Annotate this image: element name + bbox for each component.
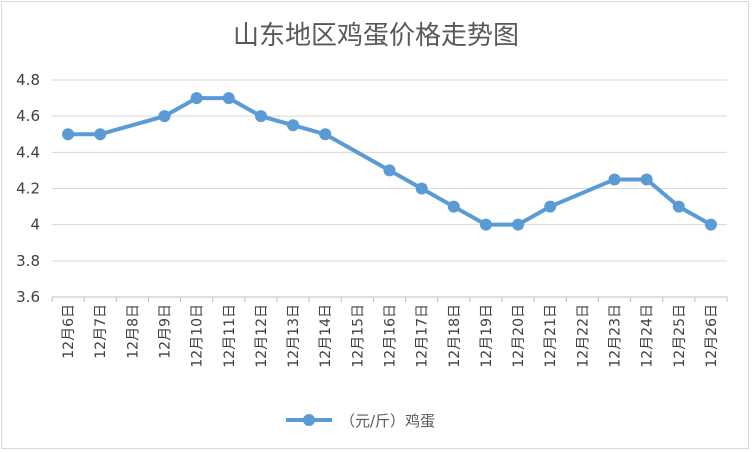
x-tick-label: 12月9日 — [158, 304, 174, 359]
x-tick-label: 12月6日 — [61, 304, 77, 359]
data-point — [415, 182, 428, 195]
x-tick-label: 12月22日 — [575, 304, 591, 368]
x-tick-label: 12月21日 — [543, 304, 559, 368]
series-group — [62, 92, 717, 231]
x-tick-label: 12月12日 — [254, 304, 270, 368]
x-axis — [51, 296, 728, 302]
data-point — [62, 128, 75, 141]
legend-label: （元/斤）鸡蛋 — [340, 412, 435, 430]
x-axis-ticks: 12月6日 12月7日 12月8日 12月9日 12月10日 12月11日 12月12日 12… — [61, 304, 720, 368]
x-tick-label: 12月15日 — [350, 304, 366, 368]
x-tick-label: 12月26日 — [704, 304, 720, 368]
x-tick-label: 12月8日 — [125, 304, 141, 359]
y-tick-label: 4.6 — [16, 107, 40, 125]
x-tick-label: 12月10日 — [190, 304, 206, 368]
data-point — [704, 218, 717, 231]
data-point — [319, 128, 332, 141]
y-tick-label: 3.6 — [16, 288, 40, 306]
x-tick-label: 12月20日 — [511, 304, 527, 368]
y-tick-label: 4.4 — [16, 143, 40, 161]
data-point — [383, 164, 396, 177]
x-tick-label: 12月17日 — [415, 304, 431, 368]
data-point — [158, 110, 171, 123]
x-tick-label: 12月24日 — [640, 304, 656, 368]
legend-point-marker — [303, 414, 315, 426]
x-tick-label: 12月16日 — [383, 304, 399, 368]
data-point — [190, 92, 203, 105]
data-point — [608, 173, 621, 186]
data-point — [94, 128, 107, 141]
y-axis-ticks: 3.6 3.8 4 4.2 4.4 4.6 4.8 — [16, 71, 40, 306]
chart-title: 山东地区鸡蛋价格走势图 — [233, 21, 519, 51]
data-point — [640, 173, 653, 186]
x-tick-label: 12月14日 — [318, 304, 334, 368]
y-tick-label: 4 — [30, 216, 40, 234]
legend: （元/斤）鸡蛋 — [286, 412, 435, 430]
y-tick-label: 4.2 — [16, 180, 40, 198]
data-point — [222, 92, 235, 105]
x-tick-label: 12月13日 — [286, 304, 302, 368]
x-tick-label: 12月19日 — [479, 304, 495, 368]
y-tick-label: 4.8 — [16, 71, 40, 89]
data-point — [479, 218, 492, 231]
data-point — [672, 200, 685, 213]
x-tick-label: 12月23日 — [608, 304, 624, 368]
y-tick-label: 3.8 — [16, 252, 40, 270]
x-tick-label: 12月18日 — [447, 304, 463, 368]
x-tick-label: 12月11日 — [222, 304, 238, 368]
data-point — [254, 110, 267, 123]
data-point — [512, 218, 525, 231]
data-point — [544, 200, 557, 213]
data-point — [287, 119, 300, 132]
grid-lines — [52, 79, 727, 298]
x-tick-label: 12月7日 — [93, 304, 109, 359]
x-tick-label: 12月25日 — [672, 304, 688, 368]
data-point — [447, 200, 460, 213]
